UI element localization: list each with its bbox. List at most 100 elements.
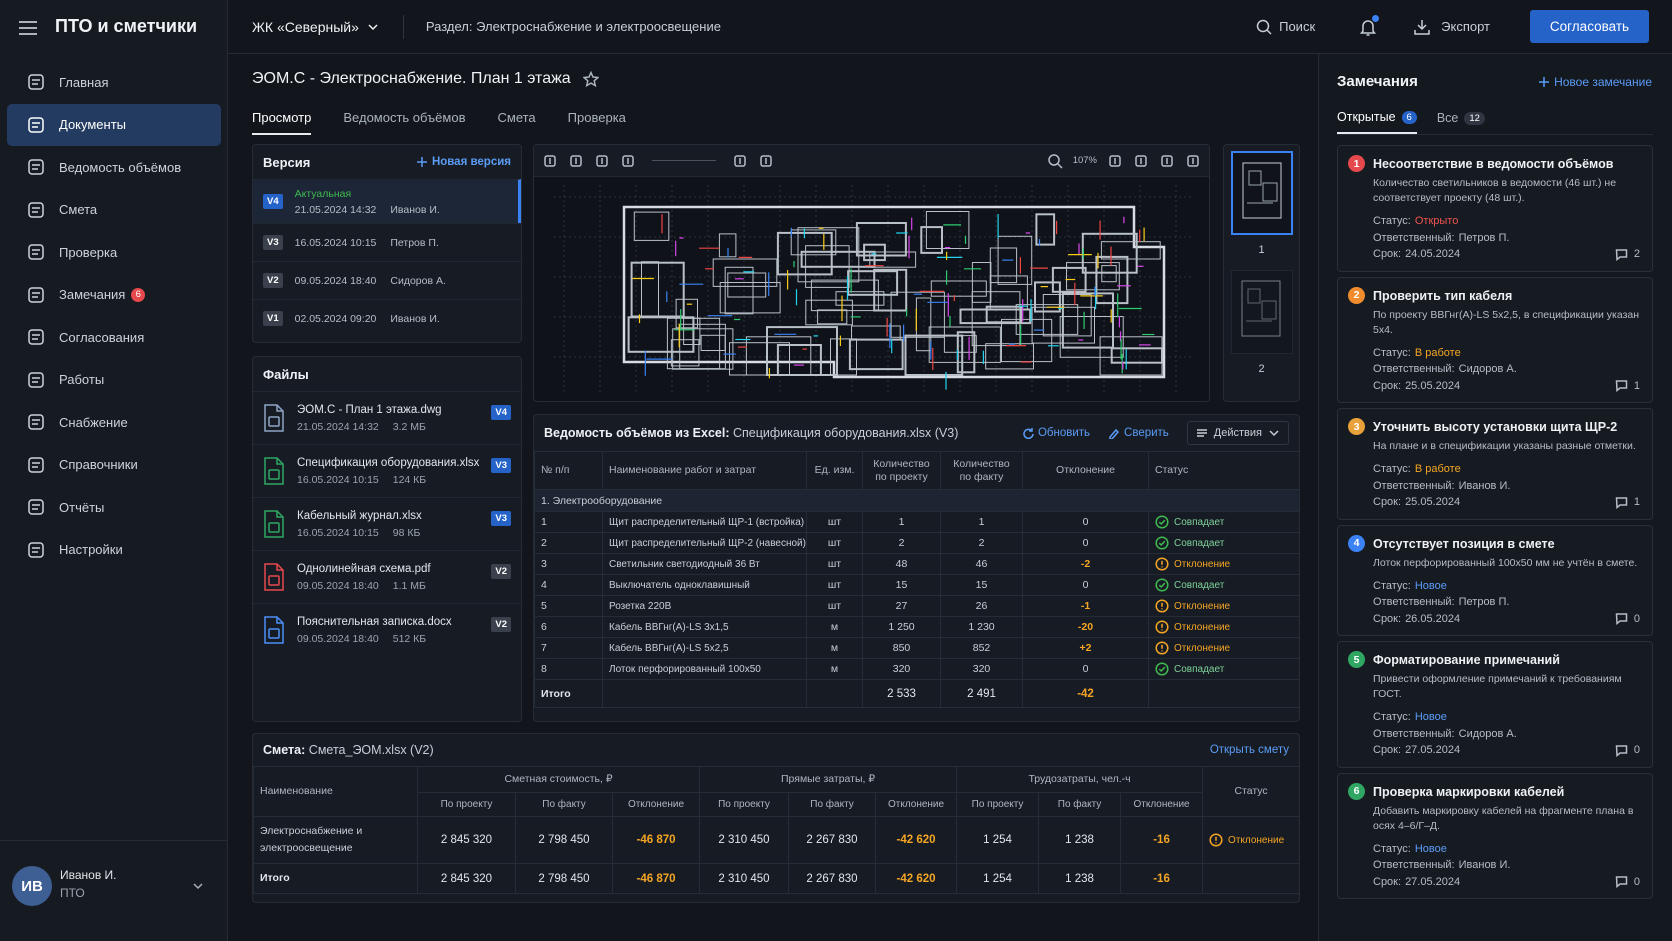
version-row[interactable]: V3 16.05.2024 10:15 Петров П. <box>253 223 521 261</box>
notifications[interactable] <box>1359 14 1380 36</box>
nav-item[interactable]: Работы <box>7 359 221 402</box>
doc-tab[interactable]: Смета <box>497 110 536 125</box>
plan-stroke <box>1051 266 1087 293</box>
nav-item[interactable]: Проверка <box>7 231 221 274</box>
tool-button[interactable] <box>542 153 558 169</box>
nav-item[interactable]: Снабжение <box>7 401 221 444</box>
doc-tab[interactable]: Проверка <box>567 110 626 125</box>
remark-card[interactable]: 1 Несоответствие в ведомости объёмов Колич… <box>1337 145 1653 272</box>
new-remark[interactable]: Новое замечание <box>1538 75 1652 89</box>
doc-tab[interactable]: Просмотр <box>252 110 312 135</box>
item-name: Кабель ВВГнг(А)-LS 3х1,5 <box>602 616 807 638</box>
tool-button[interactable] <box>1185 153 1201 169</box>
tool-button[interactable] <box>594 153 610 169</box>
data-row[interactable]: 3 Светильник светодиодный 36 Вт шт 48 46 -2 От… <box>534 553 1299 575</box>
status-caption: Статус: <box>1373 463 1411 475</box>
page-thumb[interactable] <box>1230 270 1293 354</box>
page-thumb[interactable] <box>1230 151 1293 235</box>
nav-item[interactable]: Главная <box>7 61 221 104</box>
open-estimate[interactable]: Открыть смету <box>1209 744 1289 756</box>
tool-button[interactable] <box>1133 153 1149 169</box>
file-row[interactable]: ЭОМ.С - План 1 этажа.dwg 21.05.2024 14:32… <box>253 391 521 444</box>
file-row[interactable]: Однолинейная схема.pdf 09.05.2024 18:40 1.… <box>253 550 521 603</box>
comments[interactable]: 1 <box>1615 494 1640 511</box>
data-row[interactable]: 1 Щит распределительный ЩР-1 (встройка) шт… <box>534 511 1299 533</box>
remarks-tab[interactable]: Все 12 <box>1437 110 1485 134</box>
deviation: -2 <box>1022 553 1149 575</box>
estimate-row[interactable]: Электроснабжение и электроосвещение 2 845… <box>253 816 1299 864</box>
actions-menu[interactable]: Действия <box>1186 421 1289 445</box>
version-row[interactable]: V2 09.05.2024 18:40 Сидоров А. <box>253 261 521 299</box>
nav-item[interactable]: Ведомость объёмов <box>7 146 221 189</box>
status-icon <box>1155 515 1169 529</box>
nav-label: Замечания <box>59 287 126 303</box>
status-cell: Отклонение <box>1148 553 1299 575</box>
status-caption: Статус: <box>1373 215 1411 227</box>
remark-card[interactable]: 4 Отсутствует позиция в смете Лоток перфор… <box>1337 524 1653 636</box>
nav-item[interactable]: Согласования <box>7 316 221 359</box>
remark-card[interactable]: 2 Проверить тип кабеля По проекту ВВГнг(А)… <box>1337 276 1653 403</box>
file-row[interactable]: Кабельный журнал.xlsx 16.05.2024 10:15 98 … <box>253 497 521 550</box>
tool-button[interactable] <box>1159 153 1175 169</box>
data-row[interactable]: 8 Лоток перфорированный 100х50 м 320 320 0 Сов… <box>534 658 1299 680</box>
file-row[interactable]: Пояснительная записка.docx 09.05.2024 18:… <box>253 603 521 656</box>
volumes-panel: Ведомость объёмов из Excel: Спецификация… <box>533 414 1300 722</box>
item-name: Розетка 220В <box>602 595 807 617</box>
due-value: 24.05.2024 <box>1405 248 1461 260</box>
remarks-tabs: Открытые 6 Все 12 <box>1337 110 1653 135</box>
remark-card[interactable]: 3 Уточнить высоту установки щита ЩР-2 На п… <box>1337 408 1653 520</box>
tool-button[interactable] <box>758 153 774 169</box>
estimate-row[interactable]: Итого 2 845 320 2 798 450 -46 870 2 310 450 2… <box>253 863 1299 894</box>
doc-tab[interactable]: Ведомость объёмов <box>343 110 466 125</box>
file-row[interactable]: Спецификация оборудования.xlsx 16.05.2024… <box>253 444 521 497</box>
approve-button[interactable]: Согласовать <box>1530 10 1649 43</box>
total-row: Итого 2 533 2 491 -42 <box>534 679 1299 708</box>
comments[interactable]: 2 <box>1615 246 1640 263</box>
version-row[interactable]: V1 02.05.2024 09:20 Иванов И. <box>253 299 521 337</box>
refresh[interactable]: Обновить <box>1022 427 1090 439</box>
nav-item[interactable]: Отчёты <box>7 486 221 529</box>
nav-item[interactable]: Смета <box>7 189 221 232</box>
nav-label: Ведомость объёмов <box>59 159 182 175</box>
nav-item[interactable]: Замечания 6 <box>7 274 221 317</box>
comments[interactable]: 1 <box>1615 378 1640 395</box>
zoom-slider[interactable] <box>652 160 716 161</box>
nav-item[interactable]: Настройки <box>7 529 221 572</box>
remarks-tab[interactable]: Открытые 6 <box>1337 110 1417 134</box>
tool-button[interactable] <box>568 153 584 169</box>
data-row[interactable]: 6 Кабель ВВГнг(А)-LS 3х1,5 м 1 250 1 230 -20 О… <box>534 616 1299 638</box>
user-block[interactable]: ИВ Иванов И. ПТО <box>0 840 227 941</box>
remark-card[interactable]: 6 Проверка маркировки кабелей Добавить мар… <box>1337 772 1653 899</box>
total-plan: 2 533 <box>862 679 941 708</box>
search[interactable]: Поиск <box>1256 19 1315 35</box>
plan-stroke <box>890 291 945 338</box>
qty-plan: 27 <box>862 595 941 617</box>
project-select[interactable]: ЖК «Северный» <box>252 19 379 35</box>
amount: 2 267 830 <box>788 816 877 864</box>
due-value: 25.05.2024 <box>1405 379 1461 392</box>
comments[interactable]: 0 <box>1615 742 1640 759</box>
new-version[interactable]: Новая версия <box>416 156 511 168</box>
tool-button[interactable] <box>620 153 636 169</box>
remark-card[interactable]: 5 Форматирование примечаний Привести оформ… <box>1337 641 1653 768</box>
data-row[interactable]: 7 Кабель ВВГнг(А)-LS 5х2,5 м 850 852 +2 Отклон… <box>534 637 1299 659</box>
tool-button[interactable] <box>732 153 748 169</box>
comments[interactable]: 0 <box>1615 611 1640 628</box>
comments[interactable]: 0 <box>1615 874 1640 891</box>
status-label: Отклонение <box>1228 834 1285 846</box>
deviation: 0 <box>1022 574 1149 596</box>
check[interactable]: Сверить <box>1108 427 1169 439</box>
floor-plan[interactable] <box>534 177 1209 401</box>
remark-title: Форматирование примечаний <box>1373 653 1560 667</box>
version-row[interactable]: V4 Актуальная 21.05.2024 14:32 Иванов И. <box>253 179 521 223</box>
nav-item[interactable]: Документы <box>7 103 221 146</box>
tool-button[interactable] <box>1107 153 1123 169</box>
chevron <box>1268 427 1280 439</box>
data-row[interactable]: 4 Выключатель одноклавишный шт 15 15 0 Совпада… <box>534 574 1299 596</box>
nav-icon <box>27 73 59 91</box>
export[interactable]: Экспорт <box>1413 18 1490 36</box>
status-caption: Статус: <box>1373 579 1411 592</box>
data-row[interactable]: 2 Щит распределительный ЩР-2 (навесной) шт… <box>534 532 1299 554</box>
data-row[interactable]: 5 Розетка 220В шт 27 26 -1 Отклонение <box>534 595 1299 617</box>
nav-item[interactable]: Справочники <box>7 444 221 487</box>
